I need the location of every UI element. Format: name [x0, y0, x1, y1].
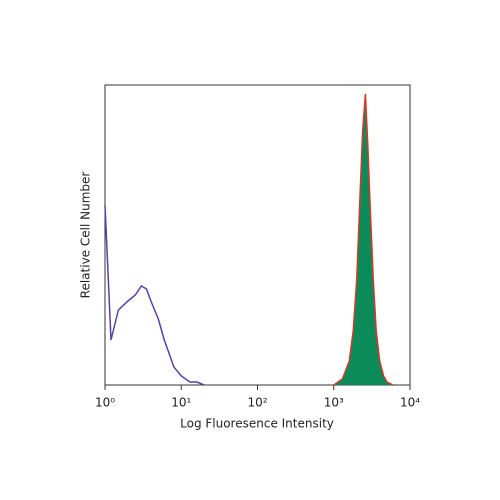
- line: [104, 204, 205, 386]
- x-axis-label: Log Fluoresence Intensity: [180, 417, 334, 431]
- x-tick-label: 10²: [247, 396, 267, 410]
- y-axis-label: Relative Cell Number: [79, 172, 93, 299]
- x-tick-label: 10¹: [171, 396, 191, 410]
- x-tick-label: 10⁴: [400, 396, 420, 410]
- x-tick-label: 10⁰: [95, 396, 115, 410]
- x-tick-label: 10³: [324, 396, 344, 410]
- line: [333, 93, 394, 386]
- area: [333, 94, 394, 385]
